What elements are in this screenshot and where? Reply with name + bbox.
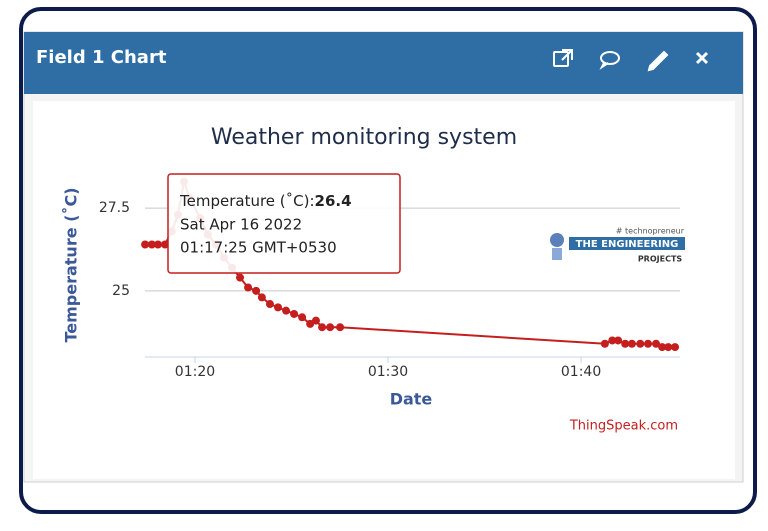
x-axis-title: Date xyxy=(390,390,433,409)
credit[interactable]: ThingSpeak.com xyxy=(569,419,678,434)
data-point xyxy=(614,336,623,345)
tooltip: Temperature (˚C):26.4 Sat Apr 16 2022 01:1… xyxy=(167,173,401,274)
tooltip-line: Temperature (˚C):26.4 xyxy=(179,192,352,210)
edit-icon[interactable] xyxy=(647,50,669,72)
data-point xyxy=(336,323,345,332)
data-point xyxy=(671,343,680,352)
data-point xyxy=(311,316,320,325)
plot: 25 27.5 01:20 01:30 01:40 Temperature (˚C):26… xyxy=(99,173,680,380)
data-point xyxy=(273,303,282,312)
data-point xyxy=(608,336,617,345)
x-tick-label: 01:30 xyxy=(368,364,408,380)
open-icon[interactable] xyxy=(553,49,573,67)
data-point xyxy=(627,339,636,348)
data-point xyxy=(298,313,307,322)
data-point xyxy=(326,323,335,332)
tooltip-box xyxy=(167,173,401,274)
watermark: # technopreneur THE ENGINEERING PROJECTS xyxy=(550,227,685,264)
data-point xyxy=(265,300,274,309)
header-icons xyxy=(553,49,709,72)
logo-head xyxy=(550,233,564,247)
tooltip-value: 26.4 xyxy=(315,192,352,210)
data-point xyxy=(153,240,162,249)
x-tick-label: 01:20 xyxy=(175,364,215,380)
data-point xyxy=(621,339,630,348)
watermark-tagline: # technopreneur xyxy=(616,227,685,236)
logo-body xyxy=(552,248,562,260)
data-point xyxy=(257,293,266,302)
tooltip-label: Temperature (˚C): xyxy=(179,192,315,210)
chart-area xyxy=(33,101,735,479)
x-tick-label: 01:40 xyxy=(561,364,601,380)
watermark-name: THE ENGINEERING xyxy=(576,239,679,250)
panel-header xyxy=(24,32,743,94)
close-icon[interactable] xyxy=(695,51,709,65)
watermark-sub: PROJECTS xyxy=(638,255,683,264)
data-point xyxy=(318,323,327,332)
comment-icon[interactable] xyxy=(599,51,620,70)
tooltip-date: Sat Apr 16 2022 xyxy=(180,216,302,234)
data-point xyxy=(244,283,253,292)
data-point xyxy=(141,240,150,249)
data-point xyxy=(147,240,156,249)
tooltip-time: 01:17:25 GMT+0530 xyxy=(180,239,337,257)
y-tick-label: 25 xyxy=(112,283,130,299)
chart-title: Weather monitoring system xyxy=(211,125,517,150)
data-point xyxy=(652,339,661,348)
data-point xyxy=(644,339,653,348)
data-point xyxy=(306,319,315,328)
watermark-band xyxy=(569,237,685,250)
data-point xyxy=(236,273,245,282)
y-axis-title: Temperature (˚C) xyxy=(62,187,81,342)
data-point xyxy=(252,286,261,295)
data-point xyxy=(664,343,673,352)
data-point xyxy=(600,339,609,348)
data-point xyxy=(636,339,645,348)
y-tick-label: 27.5 xyxy=(99,200,130,216)
data-point xyxy=(290,309,299,318)
panel-title: Field 1 Chart xyxy=(36,47,167,68)
data-point xyxy=(282,306,291,315)
data-point xyxy=(658,343,667,352)
data-point xyxy=(161,240,170,249)
